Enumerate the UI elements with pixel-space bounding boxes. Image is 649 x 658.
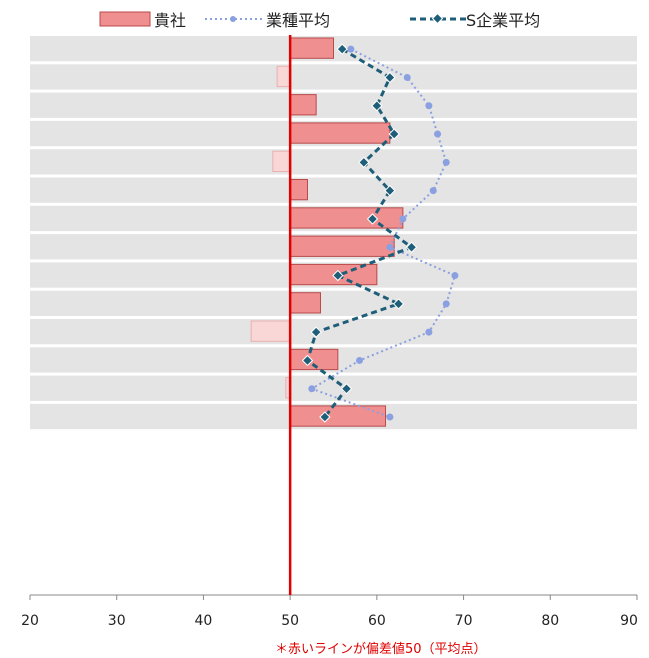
bar	[289, 179, 308, 201]
series-line-s	[305, 47, 415, 418]
x-tick-label: 70	[455, 613, 473, 629]
x-tick-label: 20	[21, 613, 39, 629]
point-s	[388, 128, 400, 140]
legend-swatch-bar	[99, 11, 151, 27]
point-industry	[403, 73, 411, 81]
point-industry	[347, 45, 355, 53]
x-tick-label: 30	[108, 613, 126, 629]
bar	[289, 207, 404, 229]
bars	[250, 37, 404, 427]
point-s	[371, 100, 383, 112]
row-background	[30, 92, 637, 118]
row-background	[30, 375, 637, 401]
bar	[250, 320, 291, 342]
lines	[301, 43, 459, 423]
point-industry	[451, 272, 459, 280]
point-industry	[442, 300, 450, 308]
point-s	[301, 354, 314, 367]
point-s	[340, 383, 353, 395]
point-s	[392, 298, 405, 310]
x-tick-label: 80	[541, 613, 559, 629]
bar	[289, 405, 387, 427]
series-line-industry	[309, 48, 457, 418]
point-s	[336, 43, 348, 55]
x-tick-label: 60	[368, 613, 386, 629]
point-s	[384, 184, 396, 197]
point-s	[405, 241, 418, 253]
legend: 貴社 業種平均 S企業平均	[99, 11, 540, 30]
legend-marker-industry	[230, 16, 236, 22]
point-s	[319, 411, 331, 423]
bar	[272, 150, 291, 172]
point-industry	[425, 328, 433, 336]
point-industry	[356, 356, 364, 364]
legend-label-s: S企業平均	[466, 11, 540, 30]
point-industry	[434, 130, 442, 138]
bar	[289, 94, 317, 116]
point-industry	[386, 243, 394, 251]
point-industry	[425, 102, 433, 110]
row-background	[30, 149, 637, 175]
point-s	[358, 156, 370, 169]
point-s	[332, 269, 344, 282]
point-s	[310, 326, 322, 338]
x-tick-label: 40	[195, 613, 213, 629]
row-background	[30, 319, 637, 345]
row-backgrounds	[30, 36, 637, 430]
bar	[289, 37, 334, 59]
footnote: ＊赤いラインが偏差値50（平均点）	[275, 641, 487, 657]
bar	[289, 122, 391, 144]
point-industry	[429, 187, 437, 195]
x-tick-label: 90	[620, 613, 638, 629]
row-background	[30, 64, 637, 90]
point-industry	[442, 158, 450, 166]
x-tick-label: 50	[281, 613, 299, 629]
bar	[289, 235, 395, 257]
legend-label-industry: 業種平均	[266, 11, 330, 30]
legend-label-company: 貴社	[154, 11, 186, 30]
point-industry	[399, 215, 407, 223]
point-industry	[308, 385, 316, 393]
point-s	[366, 213, 379, 225]
row-background	[30, 177, 637, 203]
row-background	[30, 290, 637, 316]
x-ticks: 20 30 40 50 60 70 80 90	[21, 595, 638, 629]
legend-marker-s	[431, 12, 444, 25]
point-s	[384, 71, 396, 84]
point-industry	[386, 413, 394, 421]
bar	[289, 292, 321, 314]
bar	[276, 65, 291, 88]
